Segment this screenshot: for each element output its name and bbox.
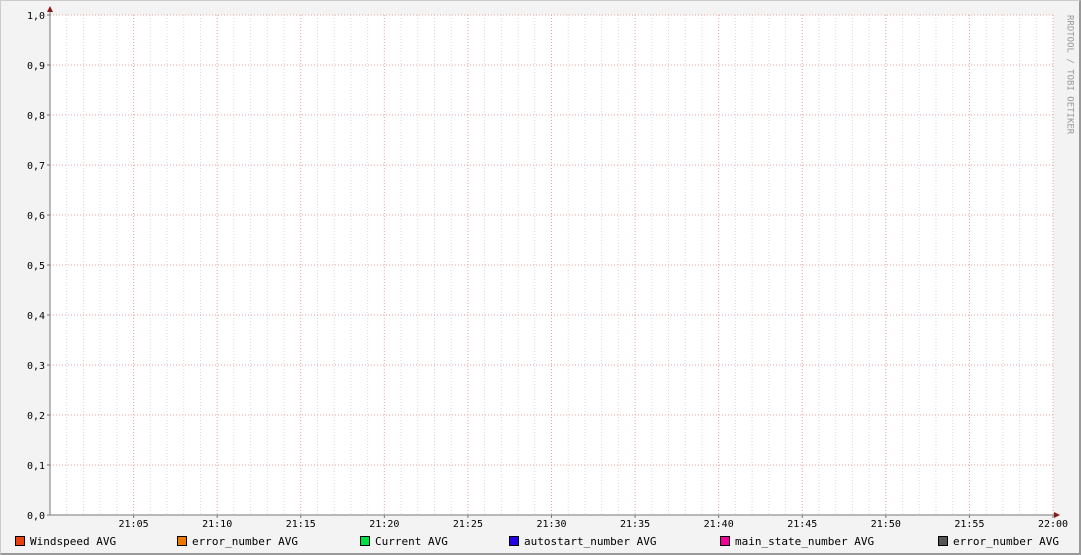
x-tick-label: 21:25	[453, 519, 483, 530]
legend-swatch	[177, 536, 187, 546]
legend-label: Current AVG	[375, 535, 448, 548]
y-tick-label: 0,6	[27, 211, 45, 222]
x-tick-label: 21:50	[871, 519, 901, 530]
x-tick-label: 21:05	[119, 519, 149, 530]
watermark: RRDTOOL / TOBI OETIKER	[1065, 15, 1075, 135]
y-tick-label: 0,4	[27, 311, 45, 322]
legend-label: Windspeed AVG	[30, 535, 116, 548]
legend-swatch	[720, 536, 730, 546]
legend-label: error_number AVG	[953, 535, 1059, 548]
y-tick-label: 1,0	[27, 11, 45, 22]
y-tick-label: 0,2	[27, 411, 45, 422]
legend-label: autostart_number AVG	[524, 535, 656, 548]
y-tick-label: 0,9	[27, 61, 45, 72]
y-tick-label: 0,1	[27, 461, 45, 472]
x-tick-label: 21:35	[620, 519, 650, 530]
x-tick-label: 21:15	[286, 519, 316, 530]
y-tick-label: 0,8	[27, 111, 45, 122]
y-axis-arrow-icon	[47, 6, 53, 12]
x-tick-label: 21:10	[202, 519, 232, 530]
legend-label: error_number AVG	[192, 535, 298, 548]
x-axis-arrow-icon	[1054, 512, 1060, 518]
legend-swatch	[509, 536, 519, 546]
x-tick-label: 21:55	[954, 519, 984, 530]
x-tick-label: 21:40	[704, 519, 734, 530]
x-tick-label: 21:20	[369, 519, 399, 530]
x-tick-label: 21:45	[787, 519, 817, 530]
y-tick-label: 0,7	[27, 161, 45, 172]
legend-swatch	[15, 536, 25, 546]
x-tick-label: 21:30	[536, 519, 566, 530]
y-tick-label: 0,0	[27, 511, 45, 522]
x-tick-label: 22:00	[1038, 519, 1068, 530]
legend-swatch	[360, 536, 370, 546]
legend-swatch	[938, 536, 948, 546]
legend-label: main_state_number AVG	[735, 535, 874, 548]
y-tick-label: 0,5	[27, 261, 45, 272]
y-tick-label: 0,3	[27, 361, 45, 372]
